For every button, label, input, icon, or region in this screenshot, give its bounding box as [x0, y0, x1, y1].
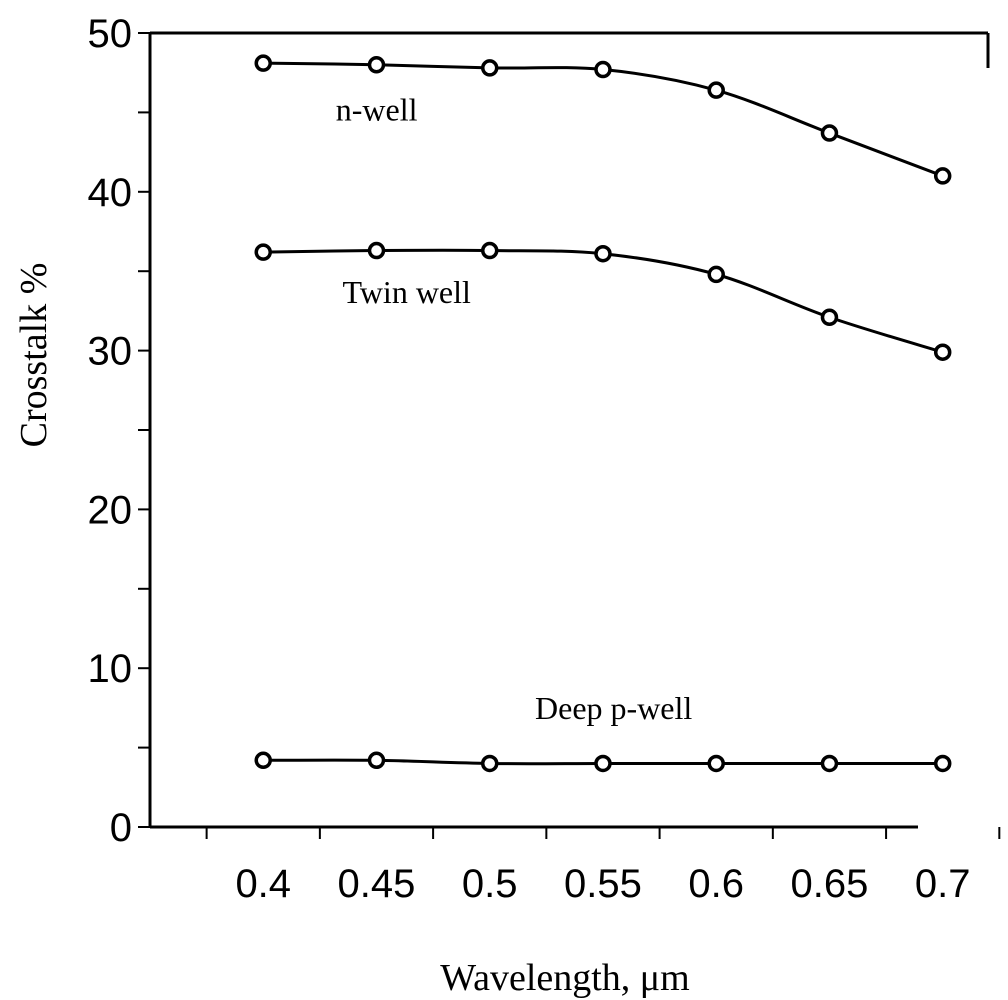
y-tick-label: 20: [88, 488, 133, 532]
data-point: [594, 754, 612, 773]
x-tick-label: 0.6: [688, 862, 744, 906]
data-point: [933, 167, 952, 185]
axes: 0 10 20 30 40 50 0.4 0.45 0.5 0.55 0.6 0.65 0.7: [88, 12, 1001, 906]
x-tick-label: 0.7: [915, 862, 971, 906]
data-point: [367, 56, 386, 74]
series-n-well: n-well: [254, 54, 952, 185]
data-point: [933, 754, 952, 773]
data-point: [480, 59, 499, 77]
y-tick-label: 10: [88, 647, 133, 691]
data-point: [707, 754, 725, 773]
series-deep-p-well: Deep p-well: [254, 690, 952, 773]
y-tick-label: 30: [88, 330, 133, 374]
data-point: [707, 265, 725, 284]
data-point: [707, 81, 725, 99]
data-point: [820, 124, 839, 142]
x-tick-label: 0.65: [791, 862, 869, 906]
series-layer: n-well Twin well Deep p-well: [254, 54, 952, 773]
x-axis-title: Wavelength, μm: [440, 957, 689, 999]
data-point: [254, 54, 272, 72]
x-tick-label: 0.55: [564, 862, 642, 906]
y-tick-label: 50: [88, 12, 133, 56]
y-tick-label: 0: [110, 806, 132, 850]
x-tick-label: 0.45: [338, 862, 416, 906]
series-twin-well: Twin well: [254, 241, 952, 361]
data-point: [254, 243, 272, 261]
data-point: [933, 343, 952, 361]
data-point: [367, 751, 386, 770]
data-point: [594, 60, 612, 79]
x-tick-label: 0.4: [235, 862, 291, 906]
series-label: n-well: [336, 91, 418, 127]
y-axis-title: Crosstalk %: [13, 263, 55, 448]
data-point: [254, 751, 272, 770]
x-tick-label: 0.5: [462, 862, 518, 906]
data-point: [480, 754, 499, 773]
data-point: [594, 244, 612, 263]
data-point: [367, 241, 386, 260]
series-label: Deep p-well: [535, 690, 692, 726]
data-point: [820, 308, 839, 327]
y-tick-label: 40: [88, 171, 133, 215]
series-label: Twin well: [343, 274, 472, 310]
data-point: [820, 754, 839, 773]
data-point: [480, 241, 499, 260]
